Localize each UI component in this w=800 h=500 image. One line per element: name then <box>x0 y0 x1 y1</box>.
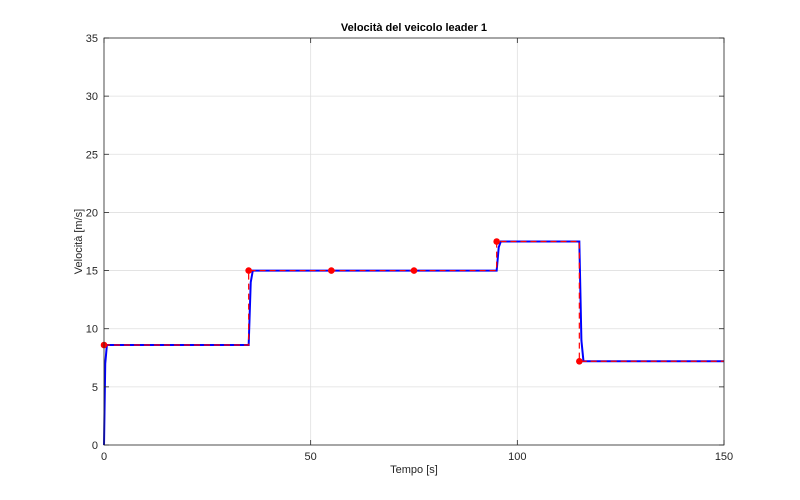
chart-title: Velocità del veicolo leader 1 <box>341 22 487 34</box>
y-tick-label: 25 <box>86 149 98 161</box>
x-tick-label: 100 <box>508 451 526 463</box>
y-tick-label: 0 <box>92 440 98 452</box>
data-point-marker <box>245 267 252 274</box>
axes-background <box>104 38 724 445</box>
axes-box <box>103 37 725 446</box>
ticks <box>103 37 725 446</box>
y-tick-label: 10 <box>86 324 98 336</box>
y-tick-label: 30 <box>86 91 98 103</box>
y-tick-label: 15 <box>86 266 98 278</box>
y-tick-label: 20 <box>86 207 98 219</box>
x-tick-label: 0 <box>101 451 107 463</box>
data-point-marker <box>410 267 418 274</box>
x-tick-label: 50 <box>305 451 317 463</box>
data-point-marker <box>493 238 500 245</box>
x-tick-label: 150 <box>715 451 733 463</box>
tick-labels: 0 50 100 150 0 5 10 15 20 25 30 35 <box>86 33 733 463</box>
y-tick-label: 5 <box>92 382 98 394</box>
y-axis-label: Velocità [m/s] <box>73 209 85 274</box>
x-axis-label: Tempo [s] <box>390 464 438 476</box>
reference-line <box>104 240 724 362</box>
data-point-marker <box>328 267 335 274</box>
data-point-marker <box>576 357 583 365</box>
y-tick-label: 35 <box>86 33 98 45</box>
